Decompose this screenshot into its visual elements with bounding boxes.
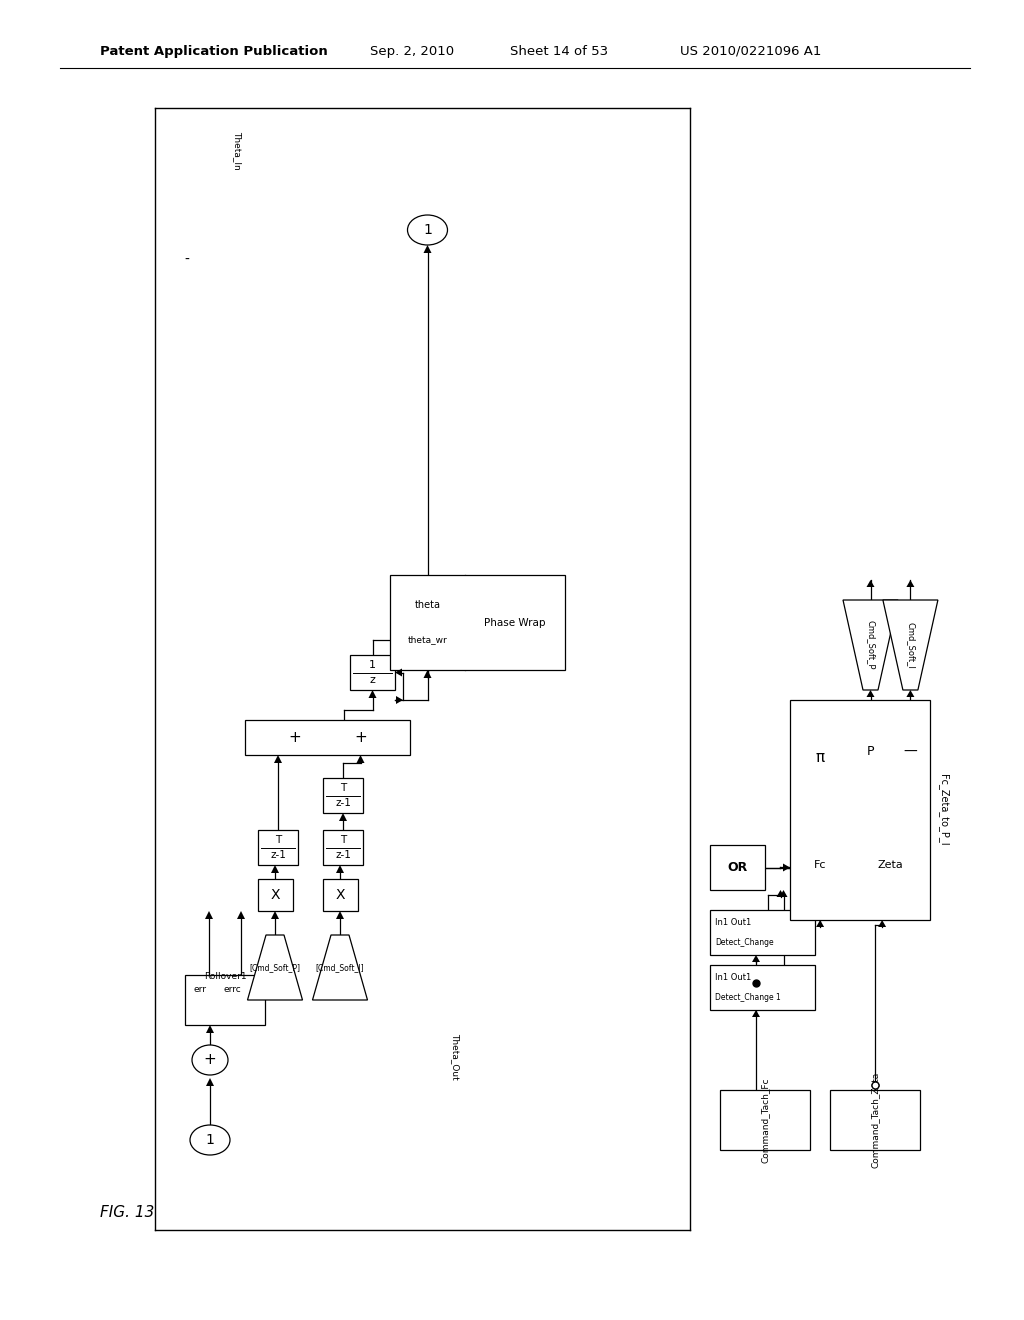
Bar xyxy=(245,719,410,755)
Text: X: X xyxy=(270,888,280,902)
Polygon shape xyxy=(783,863,790,871)
Bar xyxy=(720,1090,810,1150)
Polygon shape xyxy=(237,911,245,919)
Bar xyxy=(790,700,930,920)
Bar xyxy=(830,1090,920,1150)
Polygon shape xyxy=(206,1026,214,1034)
Polygon shape xyxy=(395,668,402,676)
Bar xyxy=(710,965,815,1010)
Bar xyxy=(710,845,765,890)
Bar xyxy=(323,879,357,911)
Text: 1: 1 xyxy=(369,660,376,669)
Polygon shape xyxy=(339,813,347,821)
Polygon shape xyxy=(883,601,938,690)
Text: In1 Out1: In1 Out1 xyxy=(715,973,752,982)
Polygon shape xyxy=(776,890,784,898)
Text: Theta_In: Theta_In xyxy=(233,131,242,170)
Bar xyxy=(185,975,265,1026)
Bar xyxy=(323,777,362,813)
Text: Detect_Change: Detect_Change xyxy=(715,939,773,946)
Polygon shape xyxy=(843,601,898,690)
Polygon shape xyxy=(866,690,874,697)
Polygon shape xyxy=(336,865,344,873)
Text: Zeta: Zeta xyxy=(878,861,903,870)
Polygon shape xyxy=(274,755,282,763)
Text: Phase Wrap: Phase Wrap xyxy=(484,618,546,627)
Text: Fc_Zeta_to_P_I: Fc_Zeta_to_P_I xyxy=(938,775,949,846)
Polygon shape xyxy=(248,935,302,1001)
Text: X: X xyxy=(335,888,345,902)
Polygon shape xyxy=(271,865,279,873)
Text: z-1: z-1 xyxy=(270,850,286,861)
Text: z-1: z-1 xyxy=(335,850,351,861)
Polygon shape xyxy=(424,246,431,253)
Text: In1 Out1: In1 Out1 xyxy=(715,917,752,927)
Text: [Cmd_Soft_P]: [Cmd_Soft_P] xyxy=(250,964,300,972)
Polygon shape xyxy=(396,696,403,704)
Text: Theta_Out: Theta_Out xyxy=(451,1034,460,1080)
Bar xyxy=(390,576,565,671)
Text: FIG. 13: FIG. 13 xyxy=(100,1205,155,1220)
Text: OR: OR xyxy=(727,861,748,874)
Polygon shape xyxy=(779,890,787,898)
Text: π: π xyxy=(815,750,824,764)
Ellipse shape xyxy=(408,215,447,246)
Text: z: z xyxy=(370,676,376,685)
Text: Sheet 14 of 53: Sheet 14 of 53 xyxy=(510,45,608,58)
Polygon shape xyxy=(866,579,874,587)
Polygon shape xyxy=(206,1078,214,1086)
Polygon shape xyxy=(879,920,886,927)
Text: T: T xyxy=(274,834,282,845)
Polygon shape xyxy=(816,920,824,927)
Text: Command_Tach_Zeta: Command_Tach_Zeta xyxy=(870,1072,880,1168)
Ellipse shape xyxy=(193,1045,228,1074)
Text: 1: 1 xyxy=(423,223,432,238)
Polygon shape xyxy=(752,1010,760,1016)
Text: -: - xyxy=(184,253,189,267)
Text: theta: theta xyxy=(415,601,440,610)
Text: Cmd_Soft_I: Cmd_Soft_I xyxy=(906,622,914,668)
Text: T: T xyxy=(340,834,346,845)
Text: T: T xyxy=(340,783,346,793)
Polygon shape xyxy=(424,671,431,678)
Polygon shape xyxy=(312,935,368,1001)
Bar xyxy=(323,830,362,865)
Text: Rollover1: Rollover1 xyxy=(204,972,247,981)
Text: [Cmd_Soft_I]: [Cmd_Soft_I] xyxy=(315,964,365,972)
Text: Cmd_Soft_P: Cmd_Soft_P xyxy=(866,620,874,669)
Text: US 2010/0221096 A1: US 2010/0221096 A1 xyxy=(680,45,821,58)
Text: errc: errc xyxy=(223,985,241,994)
Text: theta_wr: theta_wr xyxy=(408,635,447,644)
Text: P: P xyxy=(866,744,874,758)
Text: Sep. 2, 2010: Sep. 2, 2010 xyxy=(370,45,454,58)
Polygon shape xyxy=(356,755,365,763)
Text: 1: 1 xyxy=(206,1133,214,1147)
Text: err: err xyxy=(193,985,206,994)
Polygon shape xyxy=(271,911,279,919)
Polygon shape xyxy=(906,579,914,587)
Bar xyxy=(258,830,298,865)
Polygon shape xyxy=(906,690,914,697)
Bar xyxy=(350,655,395,690)
Text: Patent Application Publication: Patent Application Publication xyxy=(100,45,328,58)
Text: +: + xyxy=(204,1052,216,1068)
Text: z-1: z-1 xyxy=(335,799,351,808)
Text: Detect_Change 1: Detect_Change 1 xyxy=(715,993,780,1002)
Polygon shape xyxy=(205,911,213,919)
Text: +: + xyxy=(288,730,301,744)
Text: +: + xyxy=(354,730,367,744)
Polygon shape xyxy=(336,911,344,919)
Polygon shape xyxy=(752,954,760,962)
Text: Command_Tach_Fc: Command_Tach_Fc xyxy=(761,1077,769,1163)
Ellipse shape xyxy=(190,1125,230,1155)
Bar xyxy=(710,909,815,954)
Text: Fc: Fc xyxy=(814,861,826,870)
Polygon shape xyxy=(369,690,377,698)
Bar xyxy=(257,879,293,911)
Text: —: — xyxy=(903,744,918,759)
